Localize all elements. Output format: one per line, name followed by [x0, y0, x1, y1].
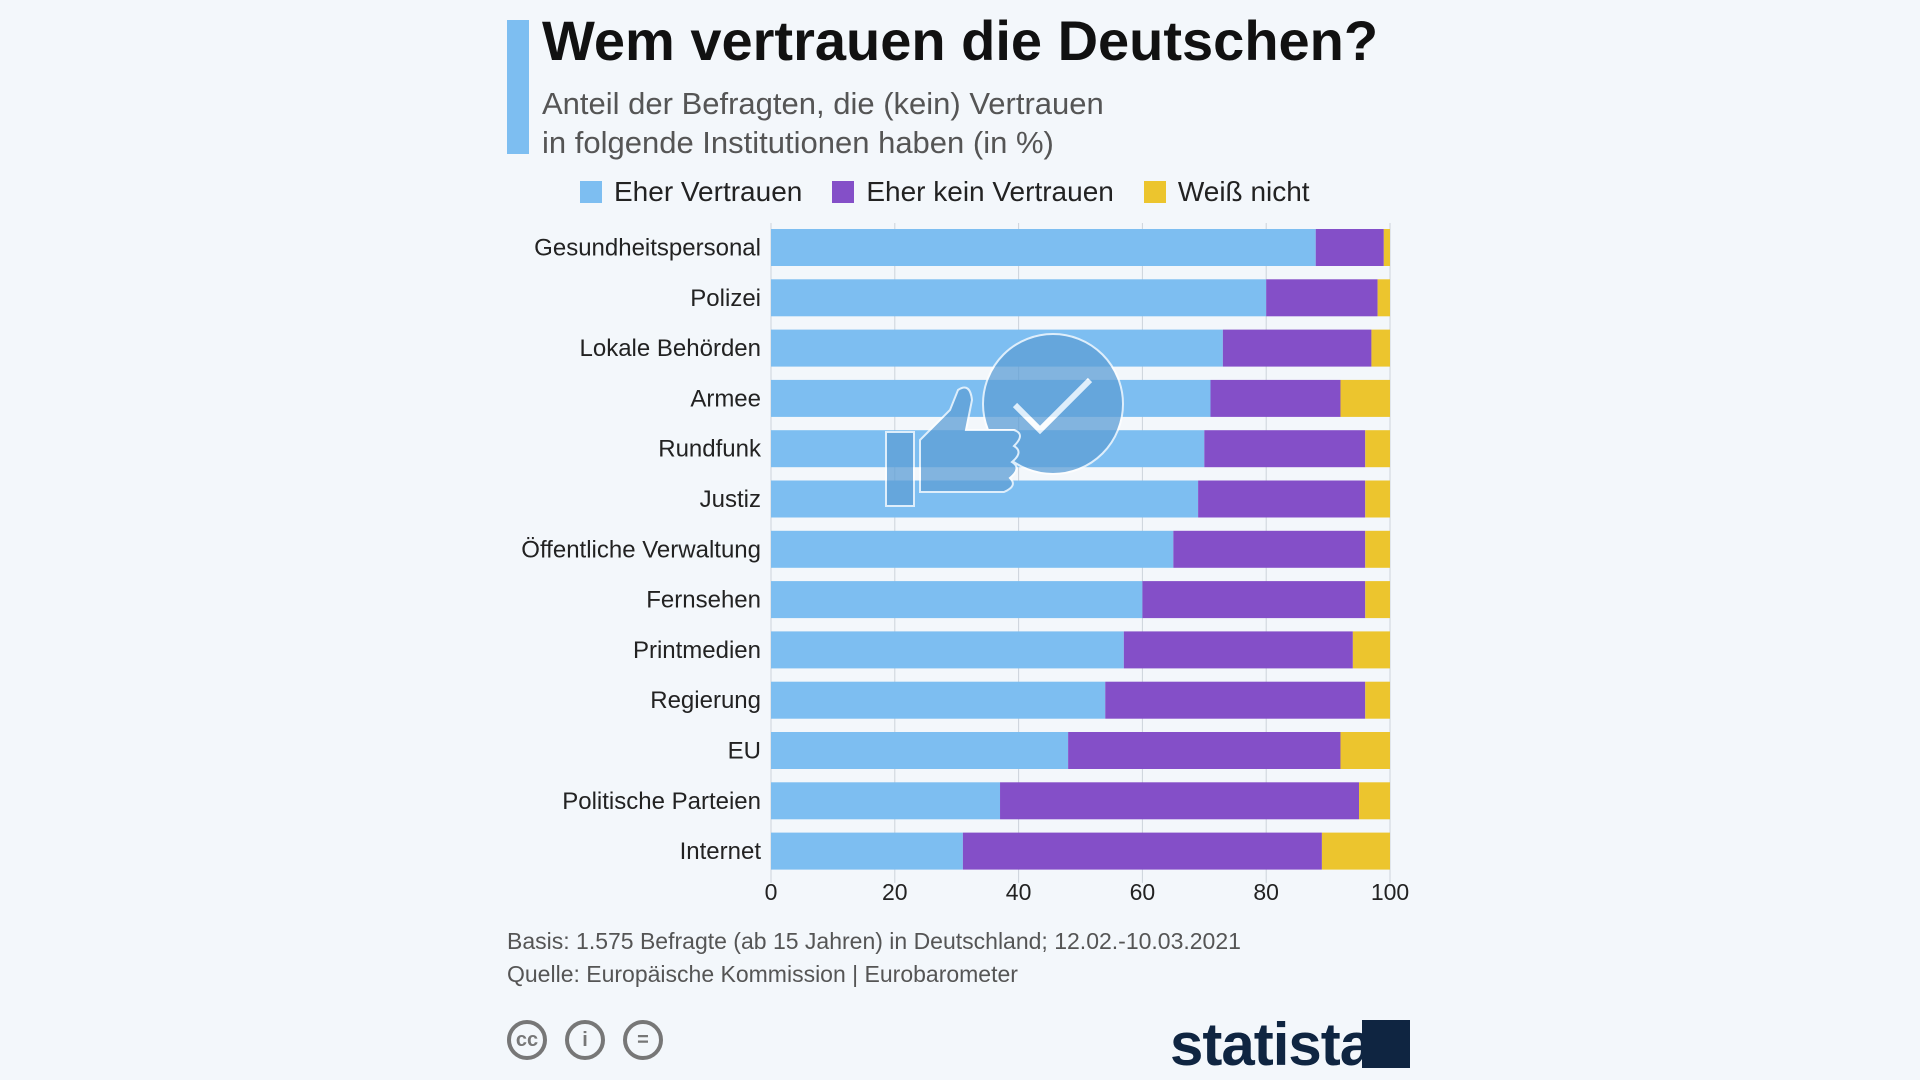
- legend-item: Eher Vertrauen: [580, 176, 802, 208]
- category-label: Justiz: [700, 486, 761, 513]
- x-tick-label: 100: [1371, 879, 1409, 905]
- bar-segment-wei-nicht: [1377, 279, 1390, 317]
- category-label: Lokale Behörden: [580, 335, 761, 362]
- bar-segment-eher-vertrauen: [771, 329, 1223, 367]
- bar-segment-eher-vertrauen: [771, 832, 963, 870]
- checkmark-icon: [1012, 377, 1093, 435]
- bar-segment-wei-nicht: [1352, 631, 1390, 669]
- bar-segment-wei-nicht: [1340, 379, 1390, 417]
- bar-segment-wei-nicht: [1371, 329, 1390, 367]
- source-note: Quelle: Europäische Kommission | Eurobar…: [507, 961, 1018, 987]
- legend-item: Eher kein Vertrauen: [832, 176, 1114, 208]
- thumbs-up-icon: [885, 386, 1021, 507]
- bar-segment-eher-kein-vertrauen: [1204, 430, 1366, 468]
- legend-swatch: [580, 181, 602, 203]
- basis-note: Basis: 1.575 Befragte (ab 15 Jahren) in …: [507, 928, 1241, 954]
- bar-segment-eher-vertrauen: [771, 581, 1143, 619]
- bar-segment-eher-kein-vertrauen: [1315, 229, 1384, 266]
- category-label: Armee: [690, 385, 761, 412]
- bar-segment-wei-nicht: [1359, 782, 1390, 820]
- category-label: EU: [728, 738, 761, 765]
- x-tick-label: 40: [1006, 879, 1032, 905]
- attribution-icon: i: [565, 1020, 605, 1060]
- bar-segment-wei-nicht: [1365, 430, 1390, 468]
- bar-segment-eher-kein-vertrauen: [1123, 631, 1353, 669]
- category-label: Printmedien: [633, 637, 761, 664]
- statista-logo: statista: [1170, 1010, 1373, 1079]
- bar-segment-eher-kein-vertrauen: [1210, 379, 1341, 417]
- legend-label: Eher Vertrauen: [614, 176, 803, 207]
- legend-label: Eher kein Vertrauen: [866, 176, 1114, 207]
- logo-text: statista: [1170, 1011, 1373, 1078]
- bar-segment-wei-nicht: [1365, 681, 1390, 719]
- bar-segment-eher-vertrauen: [771, 530, 1174, 568]
- category-label: Politische Parteien: [562, 788, 761, 815]
- bar-segment-wei-nicht: [1365, 581, 1390, 619]
- bar-segment-wei-nicht: [1365, 480, 1390, 518]
- bar-segment-wei-nicht: [1340, 732, 1390, 769]
- category-label: Regierung: [650, 687, 761, 714]
- bar-segment-eher-kein-vertrauen: [1266, 279, 1378, 317]
- bar-segment-eher-kein-vertrauen: [1173, 530, 1366, 568]
- cc-icon: cc: [507, 1020, 547, 1060]
- category-label: Öffentliche Verwaltung: [521, 536, 761, 563]
- chart-title: Wem vertrauen die Deutschen?: [542, 9, 1379, 72]
- category-label: Internet: [680, 838, 762, 865]
- legend-label: Weiß nicht: [1177, 176, 1310, 207]
- bar-segment-eher-vertrauen: [771, 782, 1001, 820]
- x-tick-label: 60: [1130, 879, 1156, 905]
- category-label: Fernsehen: [646, 587, 761, 614]
- x-tick-label: 80: [1253, 879, 1279, 905]
- thumbs-up-check-illustration: [885, 333, 1124, 507]
- subtitle-line1: Anteil der Befragten, die (kein) Vertrau…: [542, 86, 1104, 121]
- bar-segment-wei-nicht: [1365, 530, 1390, 568]
- chart-subtitle: Anteil der Befragten, die (kein) Vertrau…: [542, 84, 1242, 162]
- bar-segment-eher-vertrauen: [771, 631, 1124, 669]
- legend-swatch: [1143, 181, 1166, 203]
- bar-segment-eher-kein-vertrauen: [1105, 681, 1366, 719]
- bar-segment-eher-vertrauen: [771, 229, 1316, 266]
- bar-segment-wei-nicht: [1383, 229, 1390, 266]
- legend: Eher Vertrauen Eher kein Vertrauen Weiß …: [580, 176, 1310, 208]
- legend-item: Weiß nicht: [1143, 176, 1310, 208]
- category-label: Polizei: [690, 285, 761, 312]
- x-tick-label: 20: [882, 879, 908, 905]
- bar-segment-eher-vertrauen: [771, 279, 1267, 317]
- bar-segment-eher-vertrauen: [771, 732, 1069, 769]
- legend-swatch: [832, 181, 855, 203]
- bar-segment-wei-nicht: [1321, 832, 1390, 870]
- bar-segment-eher-kein-vertrauen: [1222, 329, 1372, 367]
- bar-segment-eher-kein-vertrauen: [1198, 480, 1366, 518]
- bar-segment-eher-kein-vertrauen: [1000, 782, 1360, 820]
- title-accent-bar: [507, 20, 529, 154]
- bar-segment-eher-kein-vertrauen: [1068, 732, 1341, 769]
- category-label: Rundfunk: [658, 436, 762, 463]
- no-derivatives-icon: =: [623, 1020, 663, 1060]
- bar-segment-eher-vertrauen: [771, 681, 1106, 719]
- bar-segment-eher-kein-vertrauen: [1142, 581, 1366, 619]
- subtitle-line2: in folgende Institutionen haben (in %): [542, 125, 1054, 160]
- x-tick-label: 0: [765, 879, 778, 905]
- bar-segment-eher-kein-vertrauen: [962, 832, 1322, 870]
- category-label: Gesundheitspersonal: [534, 235, 761, 262]
- statista-logo-mark: [1362, 1020, 1410, 1068]
